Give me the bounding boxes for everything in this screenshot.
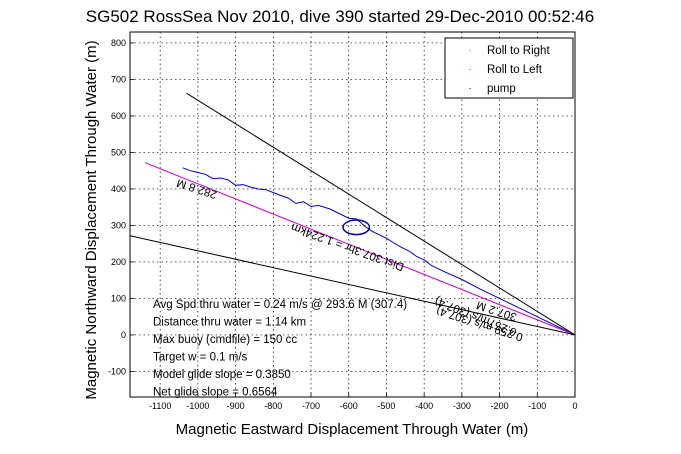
axis-ticks: -1100 -1000 -900 -800 -700 -600 -500 -400 -300 -2… — [108, 38, 578, 411]
y-tick-label: 800 — [111, 38, 126, 48]
heading-line-upper-series-line — [186, 92, 576, 336]
x-tick-label: -600 — [340, 401, 358, 411]
y-tick-label: 100 — [111, 293, 126, 303]
x-tick-label: -100 — [528, 401, 546, 411]
legend-label: pump — [487, 83, 516, 95]
x-tick-label: -700 — [302, 401, 320, 411]
stats-annotation: Model glide slope = 0.3850 — [153, 369, 291, 381]
heading-line-lower-series-line — [129, 235, 576, 336]
y-tick-label: 0 — [121, 330, 126, 340]
x-tick-label: -1000 — [186, 401, 209, 411]
stats-annotation: Avg Spd thru water = 0.24 m/s @ 293.6 M … — [153, 299, 407, 311]
y-tick-label: 400 — [111, 184, 126, 194]
y-tick-label: 300 — [111, 220, 126, 230]
y-tick-label: 500 — [111, 147, 126, 157]
plot-frame — [129, 31, 576, 398]
x-tick-label: -800 — [264, 401, 282, 411]
x-tick-label: -900 — [227, 401, 245, 411]
legend: · Roll to Right · Roll to Left · pump — [444, 37, 574, 99]
y-tick-label: 700 — [111, 74, 126, 84]
rotated-heading-label: 282.8 M — [175, 176, 218, 200]
x-tick-label: -500 — [377, 401, 395, 411]
data-layer — [129, 92, 576, 336]
stats-annotation: Net glide slope = 0.6564 — [153, 387, 278, 399]
rotated-heading-label: Dist 307.3hr = 1.224km — [290, 220, 406, 272]
x-tick-label: -200 — [491, 401, 509, 411]
chart-title: SG502 RossSea Nov 2010, dive 390 started… — [86, 7, 594, 26]
legend-marker: · — [468, 83, 471, 94]
track-series-line — [182, 167, 576, 336]
stats-annotation: Distance thru water = 1.14 km — [153, 317, 306, 329]
y-tick-label: 200 — [111, 257, 126, 267]
stats-annotation: Target w = 0.1 m/s — [153, 352, 248, 364]
x-tick-label: -400 — [415, 401, 433, 411]
x-tick-label: -1100 — [149, 401, 171, 411]
y-tick-label: -100 — [108, 366, 126, 376]
legend-marker: · — [468, 64, 471, 75]
x-tick-label: -300 — [453, 401, 471, 411]
turn-circle — [342, 219, 371, 236]
x-axis-label: Magnetic Eastward Displacement Through W… — [176, 421, 529, 438]
glide-line-series-line — [144, 162, 576, 336]
legend-label: Roll to Left — [487, 64, 543, 76]
legend-box — [444, 37, 574, 99]
stats-annotation: Max buoy (cmdfile) = 150 cc — [153, 334, 297, 346]
legend-marker: · — [468, 45, 471, 56]
legend-label: Roll to Right — [487, 45, 550, 57]
x-tick-label: 0 — [572, 401, 577, 411]
y-tick-label: 600 — [111, 111, 126, 121]
y-axis-label: Magnetic Northward Displacement Through … — [83, 40, 100, 399]
